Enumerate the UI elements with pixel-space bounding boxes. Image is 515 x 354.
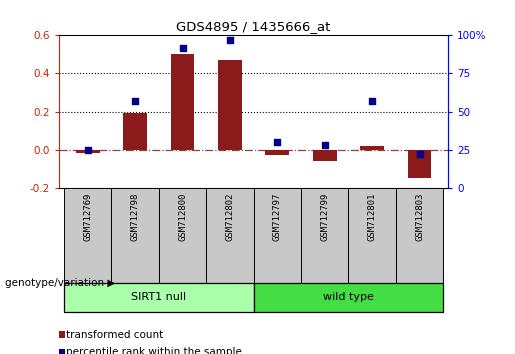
Text: GSM712798: GSM712798	[131, 193, 140, 241]
Bar	[64, 283, 253, 312]
Point	[178, 45, 186, 50]
Bar	[218, 60, 242, 149]
Bar	[64, 188, 111, 283]
Bar	[206, 188, 254, 283]
Bar	[170, 55, 194, 149]
Bar	[76, 149, 99, 153]
Point	[368, 98, 376, 104]
Bar	[349, 188, 396, 283]
Text: GSM712769: GSM712769	[83, 193, 92, 241]
Text: transformed count: transformed count	[66, 330, 163, 339]
Text: GSM712799: GSM712799	[320, 193, 329, 241]
Point	[416, 151, 424, 157]
Text: SIRT1 null: SIRT1 null	[131, 292, 186, 302]
Text: GSM712802: GSM712802	[226, 193, 234, 241]
Point	[226, 37, 234, 43]
Text: GSM712801: GSM712801	[368, 193, 376, 241]
Text: wild type: wild type	[323, 292, 374, 302]
Bar	[123, 113, 147, 149]
Point	[273, 139, 282, 145]
Bar	[301, 188, 349, 283]
Text: GSM712803: GSM712803	[415, 193, 424, 241]
Bar	[111, 188, 159, 283]
Bar	[313, 149, 337, 161]
Bar	[253, 283, 443, 312]
Text: genotype/variation ▶: genotype/variation ▶	[5, 278, 115, 288]
Point	[131, 98, 139, 104]
Text: percentile rank within the sample: percentile rank within the sample	[66, 347, 242, 354]
Title: GDS4895 / 1435666_at: GDS4895 / 1435666_at	[177, 20, 331, 33]
Point	[83, 147, 92, 152]
Point	[321, 142, 329, 148]
Bar	[253, 188, 301, 283]
Bar	[159, 188, 206, 283]
Bar	[360, 146, 384, 149]
Text: GSM712797: GSM712797	[273, 193, 282, 241]
Bar	[408, 149, 432, 178]
Bar	[396, 188, 443, 283]
Text: GSM712800: GSM712800	[178, 193, 187, 241]
Bar	[266, 149, 289, 155]
